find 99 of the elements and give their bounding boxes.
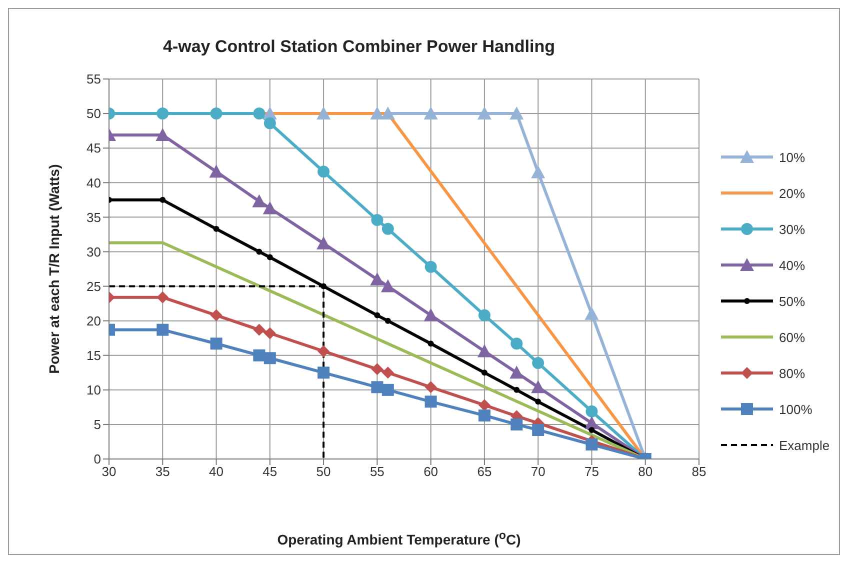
point bbox=[370, 272, 384, 286]
point bbox=[424, 260, 437, 273]
point bbox=[424, 381, 437, 394]
x-tick-label: 40 bbox=[209, 464, 224, 480]
point bbox=[531, 165, 546, 178]
point bbox=[535, 398, 542, 405]
y-tick-label: 10 bbox=[86, 382, 101, 398]
point bbox=[253, 324, 266, 336]
point bbox=[510, 338, 523, 350]
point bbox=[510, 106, 524, 120]
y-tick-label: 25 bbox=[86, 278, 101, 294]
point bbox=[318, 366, 330, 379]
chart-title: 4-way Control Station Combiner Power Handling bbox=[162, 37, 556, 57]
legend-label: 30% bbox=[779, 222, 806, 236]
point bbox=[156, 291, 169, 304]
point bbox=[264, 352, 276, 364]
point bbox=[584, 306, 599, 320]
point bbox=[532, 356, 544, 369]
point bbox=[318, 166, 330, 178]
y-tick-label: 55 bbox=[86, 72, 101, 87]
point bbox=[477, 344, 492, 358]
x-tick-label: 35 bbox=[155, 464, 170, 480]
point bbox=[370, 106, 384, 120]
point bbox=[371, 381, 384, 394]
point bbox=[316, 106, 331, 120]
point bbox=[478, 309, 490, 322]
point bbox=[531, 380, 546, 394]
point bbox=[424, 106, 438, 120]
legend-label: 40% bbox=[779, 258, 806, 272]
y-tick-label: 15 bbox=[86, 348, 101, 363]
point bbox=[156, 108, 169, 120]
point bbox=[514, 386, 520, 393]
point bbox=[478, 409, 490, 422]
point bbox=[264, 117, 276, 130]
point bbox=[210, 309, 222, 322]
x-tick-label: 50 bbox=[316, 464, 331, 480]
point bbox=[586, 405, 598, 418]
legend-label: 80% bbox=[779, 366, 806, 380]
point bbox=[380, 279, 395, 292]
y-tick-label: 45 bbox=[86, 140, 101, 156]
point bbox=[374, 312, 380, 318]
point bbox=[253, 108, 266, 120]
point bbox=[584, 416, 599, 430]
x-tick-label: 80 bbox=[638, 464, 653, 480]
legend-label: 50% bbox=[779, 294, 806, 308]
point bbox=[160, 196, 166, 203]
point bbox=[156, 128, 170, 141]
point bbox=[481, 370, 488, 376]
point bbox=[213, 226, 220, 232]
x-tick-label: 85 bbox=[692, 464, 706, 480]
legend-label: 60% bbox=[779, 330, 806, 344]
x-tick-label: 70 bbox=[530, 464, 546, 480]
x-tick-label: 45 bbox=[262, 464, 278, 480]
point bbox=[510, 366, 524, 379]
point bbox=[316, 236, 331, 250]
point bbox=[382, 366, 394, 379]
point bbox=[588, 426, 595, 433]
point bbox=[210, 338, 222, 350]
y-tick-label: 40 bbox=[86, 175, 101, 190]
point bbox=[256, 248, 262, 255]
point bbox=[382, 384, 394, 396]
x-tick-label: 55 bbox=[370, 464, 384, 480]
point bbox=[371, 214, 384, 226]
point bbox=[209, 164, 224, 178]
x-tick-label: 65 bbox=[477, 464, 492, 480]
point bbox=[262, 201, 277, 214]
y-tick-label: 35 bbox=[86, 210, 101, 225]
x-tick-label: 60 bbox=[424, 464, 438, 480]
legend-label: 10% bbox=[779, 150, 806, 164]
y-tick-label: 50 bbox=[86, 106, 101, 122]
point bbox=[510, 418, 523, 430]
y-tick-label: 30 bbox=[86, 244, 101, 260]
point bbox=[320, 283, 327, 290]
legend-label: 100% bbox=[779, 402, 812, 416]
point bbox=[477, 106, 492, 120]
point bbox=[428, 340, 434, 347]
point bbox=[210, 108, 222, 120]
legend-label: Example bbox=[779, 438, 830, 452]
point bbox=[424, 308, 438, 322]
point bbox=[264, 327, 276, 340]
point bbox=[380, 106, 395, 120]
point bbox=[266, 254, 273, 260]
legend-label: 20% bbox=[779, 186, 806, 200]
point bbox=[586, 438, 598, 450]
y-tick-label: 0 bbox=[94, 452, 101, 467]
point bbox=[318, 345, 330, 358]
point bbox=[371, 363, 384, 376]
point bbox=[424, 396, 437, 408]
x-axis-title: Operating Ambient Temperature ($^{o}$C) bbox=[276, 529, 522, 548]
point bbox=[253, 349, 266, 362]
y-axis-title: Power at each T/R Input (Watts) bbox=[46, 164, 62, 374]
y-tick-label: 20 bbox=[86, 313, 101, 328]
point bbox=[252, 194, 266, 208]
point bbox=[382, 222, 394, 235]
y-tick-label: 5 bbox=[94, 417, 101, 432]
x-tick-label: 75 bbox=[584, 464, 599, 480]
point bbox=[384, 318, 391, 324]
point bbox=[532, 424, 544, 436]
point bbox=[156, 324, 169, 336]
